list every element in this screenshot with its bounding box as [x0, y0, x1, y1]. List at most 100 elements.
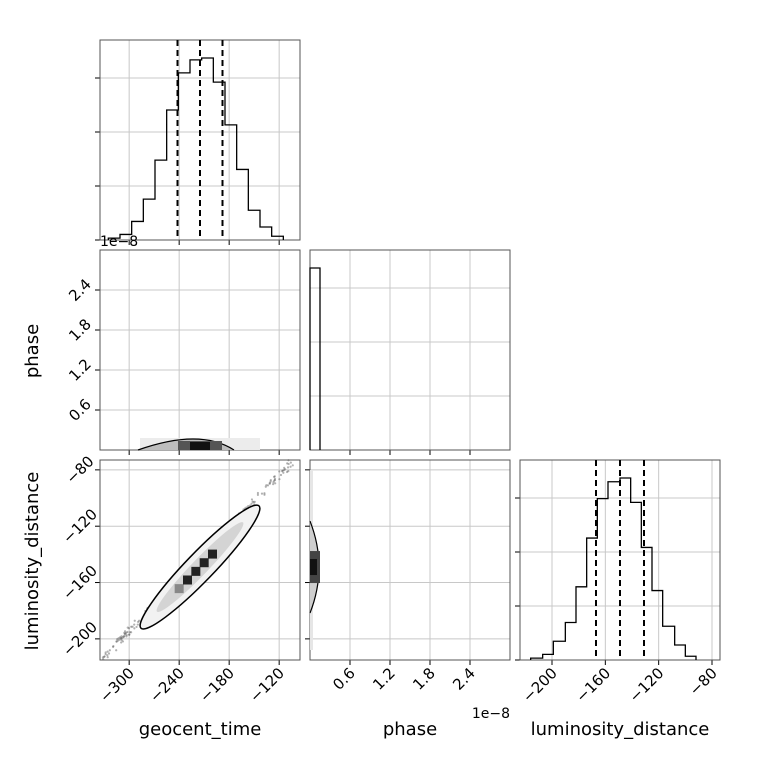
scatter-point [256, 493, 260, 496]
scatter-point [106, 650, 109, 653]
scatter-point [138, 619, 141, 622]
panel-frame [309, 459, 511, 661]
scatter-point [108, 649, 111, 652]
density-peak [190, 442, 210, 450]
luminosity-distance-y-tick-label: −120 [59, 505, 101, 547]
scatter-point [268, 481, 271, 485]
scatter-point [136, 620, 140, 623]
phase-histogram-panel [309, 249, 511, 455]
scatter-point [287, 470, 290, 473]
scatter-point [125, 633, 128, 637]
luminosity-distance-x-tick-label: −200 [519, 664, 561, 706]
scatter-point [122, 635, 125, 638]
phase-x-tick-label: 1.8 [409, 664, 439, 694]
scatter-point [279, 473, 283, 477]
scatter-point [119, 637, 123, 640]
phase-y-tick-label: 2.4 [65, 275, 95, 305]
scatter-point [273, 479, 277, 482]
scatter-point [123, 634, 126, 637]
scatter-point [116, 638, 119, 641]
scatter-point [133, 619, 136, 622]
density-peak [191, 566, 201, 576]
scatter-point [281, 470, 284, 473]
luminosity-distance-vs-phase-panel: 0.6 1.2 1.8 2.4 [305, 459, 511, 694]
luminosity-distance-vs-geocent-time-panel: −300 −240 −180 −120−200−160−120−80 [59, 452, 301, 706]
scatter-point [118, 638, 121, 641]
scatter-point [272, 475, 276, 478]
scatter-point [269, 479, 272, 482]
density-peak [310, 559, 317, 576]
scatter-point [273, 479, 276, 482]
phase-vs-geocent-time-panel: 0.6 1.2 1.8 2.4 [65, 249, 301, 455]
scatter-point [117, 637, 120, 640]
scatter-point [123, 631, 126, 634]
scatter-point [135, 625, 138, 629]
scatter-point [287, 459, 290, 462]
scatter-point [274, 482, 277, 485]
phase-x-tick-label: 2.4 [449, 664, 479, 694]
luminosity-distance-x-tick-label: −120 [626, 664, 668, 706]
scatter-point [260, 492, 264, 495]
scatter-point [104, 651, 107, 654]
scatter-point [269, 480, 272, 483]
scatter-point [282, 469, 286, 472]
scatter-point [120, 636, 123, 640]
scatter-point [291, 464, 294, 467]
scatter-point [265, 484, 268, 487]
phase-x-tick-label: 1.2 [369, 664, 399, 694]
luminosity-distance-histogram-panel: −200 −160 −120 −80 [515, 459, 721, 706]
phase-y-tick-label: 0.6 [65, 395, 95, 425]
scatter-point [263, 493, 266, 496]
scatter-point [272, 483, 275, 486]
scatter-point [103, 655, 106, 658]
panel-frame [99, 459, 301, 661]
scatter-point [256, 491, 260, 495]
phase-histogram-step [309, 267, 321, 450]
scatter-point [250, 498, 254, 501]
scatter-point [284, 468, 287, 471]
scatter-point [115, 640, 118, 643]
scatter-point [264, 485, 267, 488]
scatter-point [121, 640, 125, 643]
scatter-point [286, 466, 290, 469]
scatter-point [285, 470, 289, 474]
scatter-point [120, 635, 123, 638]
luminosity-distance-y-tick-label: −80 [62, 452, 97, 487]
scatter-point [136, 623, 139, 626]
phase-y-tick-label: 1.8 [65, 315, 95, 345]
scatter-point [106, 656, 109, 659]
scatter-point [121, 636, 124, 639]
scatter-point [127, 627, 131, 630]
scatter-point [286, 462, 289, 465]
scatter-point [130, 625, 133, 628]
scatter-point [125, 635, 128, 638]
scatter-point [133, 623, 136, 626]
scatter-point [126, 630, 129, 634]
scatter-point [106, 654, 109, 657]
scatter-point [278, 470, 281, 473]
scatter-point [120, 641, 123, 644]
geocent-time-x-tick-label: −240 [146, 664, 188, 706]
scatter-point [250, 502, 253, 505]
scatter-point [115, 640, 118, 643]
scatter-point [102, 658, 105, 661]
scatter-point [128, 633, 131, 636]
scatter-point [289, 465, 292, 468]
scatter-point [287, 462, 290, 466]
scatter-point [112, 645, 115, 648]
panel-frame [99, 249, 301, 451]
geocent-time-histogram-panel [95, 39, 301, 245]
scatter-point [111, 645, 115, 649]
scatter-point [124, 632, 127, 635]
scatter-point [123, 630, 127, 633]
phase-y-tick-label: 1.2 [65, 355, 95, 385]
scatter-point [263, 492, 266, 495]
scatter-point [282, 471, 285, 474]
density-peak [207, 549, 217, 559]
geocent-time-x-tick-label: −180 [196, 664, 238, 706]
scatter-point [116, 639, 120, 642]
luminosity-distance-x-label: luminosity_distance [531, 719, 710, 740]
scatter-point [128, 631, 132, 634]
scatter-point [281, 469, 284, 472]
luminosity-distance-y-tick-label: −160 [59, 562, 101, 604]
